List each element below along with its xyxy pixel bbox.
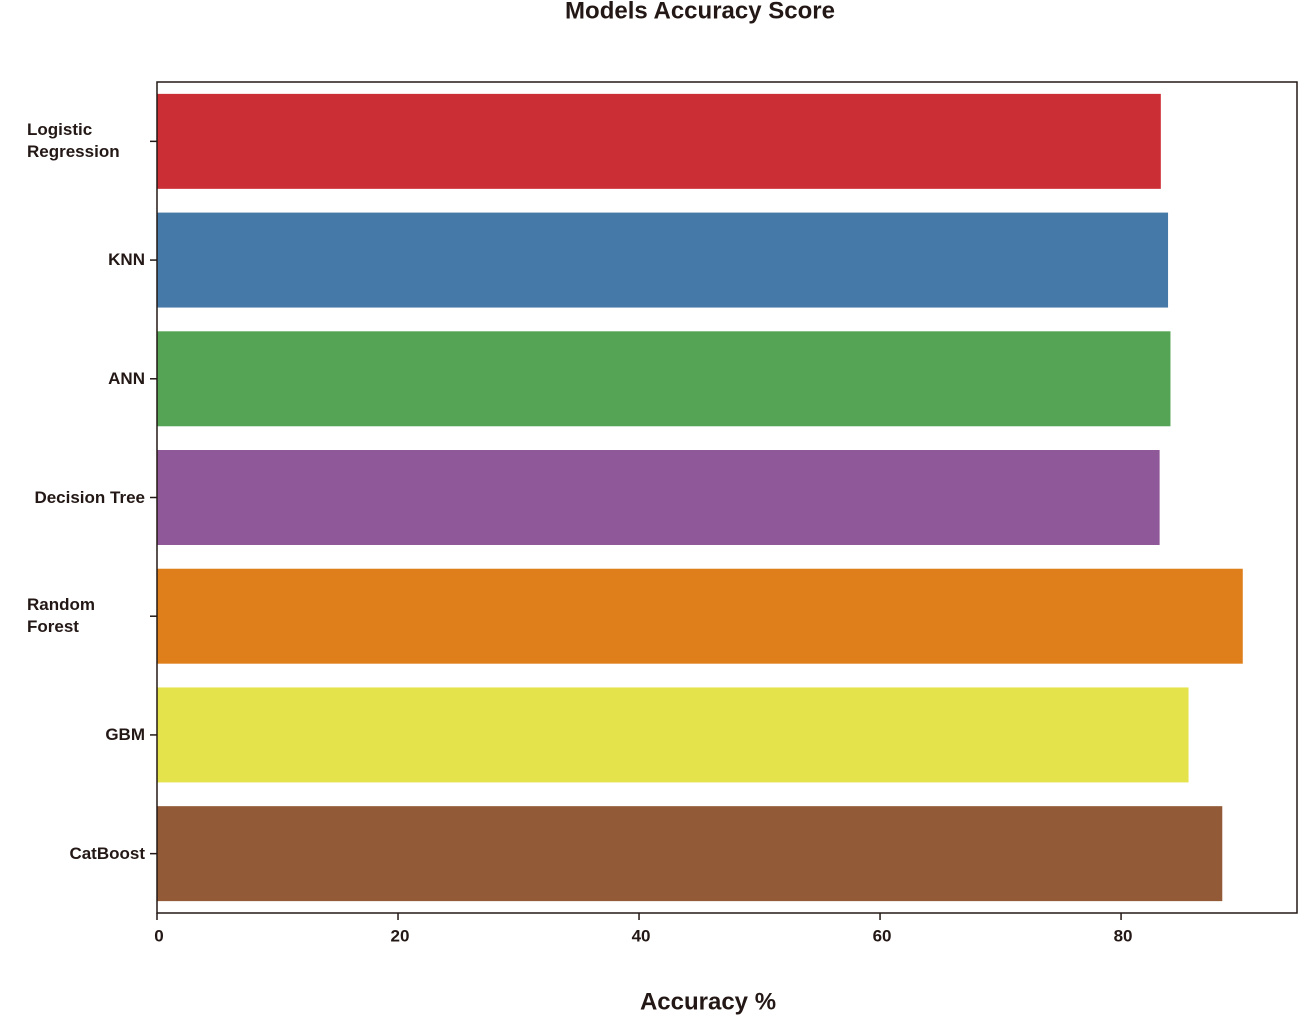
x-tick-label: 80 [1114, 926, 1133, 945]
x-tick-label: 20 [391, 926, 410, 945]
y-tick-text: Random Forest [27, 595, 95, 637]
bar [157, 806, 1223, 902]
y-tick-label: GBM [0, 724, 145, 746]
y-tick-label: KNN [0, 249, 145, 271]
bar [157, 450, 1160, 545]
bar [157, 331, 1171, 427]
y-tick-label: Logistic Regression [0, 119, 145, 163]
bar [157, 93, 1161, 189]
bar [157, 568, 1243, 664]
x-axis-label: Accuracy % [640, 988, 776, 1015]
y-tick-text: Decision Tree [34, 487, 145, 507]
plot-frame [156, 81, 1298, 914]
bar [157, 687, 1189, 783]
x-tick-label: 60 [873, 926, 892, 945]
y-tick-label: ANN [0, 368, 145, 390]
chart-title: Models Accuracy Score [565, 0, 835, 24]
y-tick-label: Random Forest [0, 594, 145, 638]
y-tick-label: Decision Tree [0, 487, 145, 509]
x-tick-label: 40 [632, 926, 651, 945]
y-tick-label: CatBoost [0, 843, 145, 865]
y-tick-text: CatBoost [69, 843, 145, 863]
x-tick-label: 0 [154, 926, 163, 945]
y-tick-text: Logistic Regression [27, 120, 120, 162]
bar [157, 212, 1169, 308]
y-tick-text: KNN [108, 250, 145, 270]
y-tick-text: ANN [108, 368, 145, 388]
y-tick-text: GBM [105, 724, 145, 744]
